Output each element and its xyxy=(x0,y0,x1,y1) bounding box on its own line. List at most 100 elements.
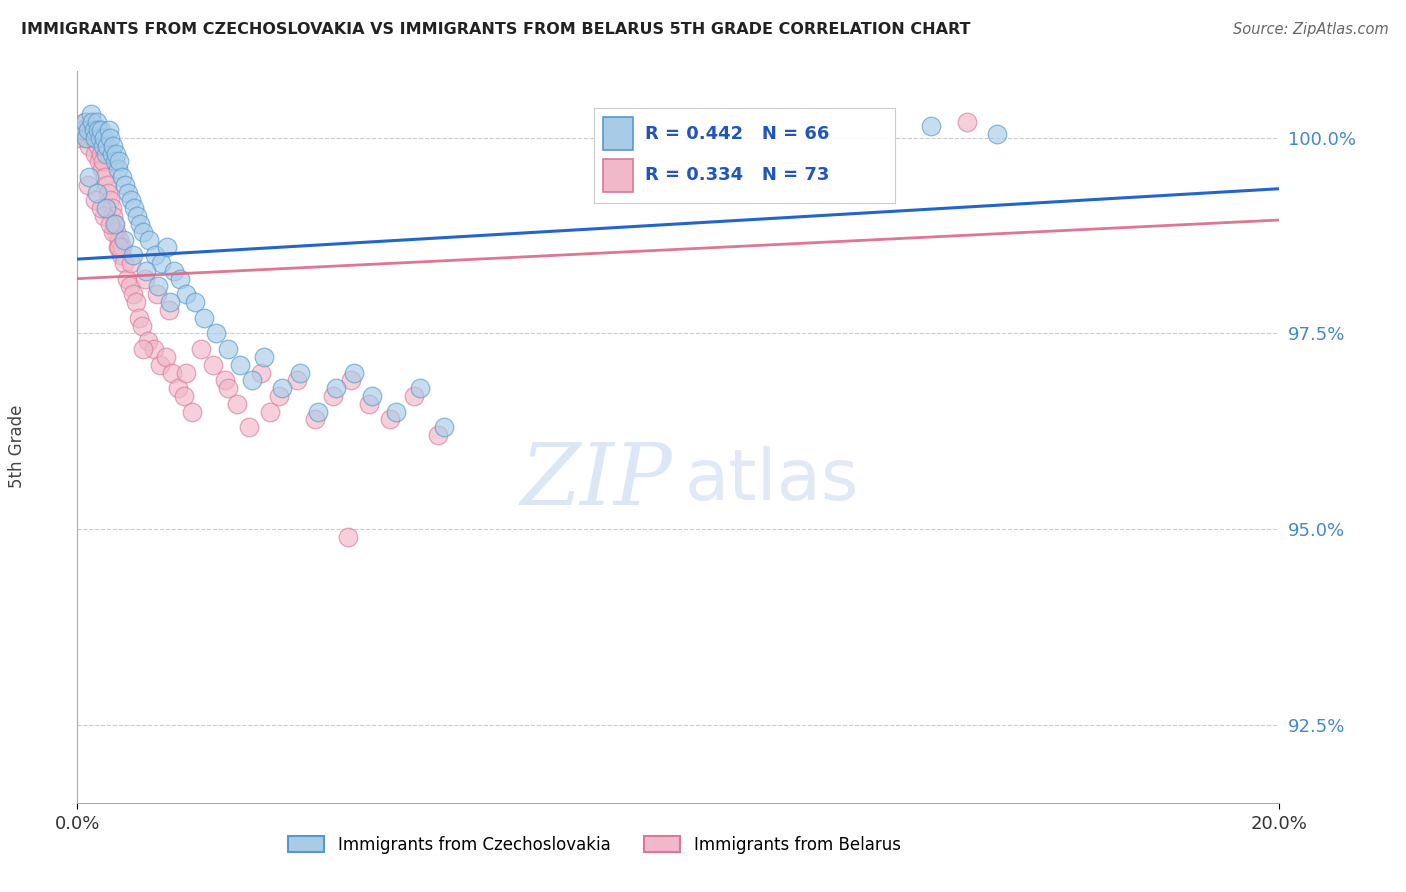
Point xyxy=(87,138,110,153)
Point xyxy=(249,366,271,380)
Point xyxy=(304,412,326,426)
Point xyxy=(378,412,401,426)
Point xyxy=(136,334,159,349)
Text: R = 0.442   N = 66: R = 0.442 N = 66 xyxy=(645,125,830,143)
Point xyxy=(75,131,97,145)
Text: R = 0.334   N = 73: R = 0.334 N = 73 xyxy=(645,167,830,185)
Point xyxy=(267,389,290,403)
Point xyxy=(84,194,107,208)
Point xyxy=(114,178,136,192)
Point xyxy=(79,169,101,184)
Point xyxy=(134,271,156,285)
Point xyxy=(217,381,239,395)
Point xyxy=(427,428,450,442)
Point xyxy=(72,123,94,137)
Point xyxy=(204,326,226,341)
Point xyxy=(156,240,179,254)
Point xyxy=(343,366,366,380)
Point xyxy=(84,131,107,145)
Point xyxy=(83,123,105,137)
Point xyxy=(87,154,110,169)
Point xyxy=(135,264,157,278)
Point xyxy=(155,350,177,364)
Point xyxy=(167,381,190,395)
Point xyxy=(103,138,125,153)
Point xyxy=(307,404,329,418)
Point xyxy=(75,115,97,129)
Point xyxy=(259,404,281,418)
Point xyxy=(79,138,101,153)
Point xyxy=(409,381,432,395)
Point xyxy=(77,178,100,192)
Point xyxy=(322,389,344,403)
Point xyxy=(73,115,96,129)
Text: Source: ZipAtlas.com: Source: ZipAtlas.com xyxy=(1233,22,1389,37)
Point xyxy=(124,201,146,215)
Point xyxy=(110,248,132,262)
Point xyxy=(986,127,1008,141)
Point xyxy=(148,279,170,293)
Point xyxy=(83,146,105,161)
Point xyxy=(103,225,125,239)
Point xyxy=(112,233,135,247)
Point xyxy=(105,146,128,161)
Point xyxy=(124,295,146,310)
Point xyxy=(174,287,197,301)
Point xyxy=(86,115,108,129)
Point xyxy=(101,146,124,161)
Point xyxy=(253,350,276,364)
Point xyxy=(920,119,942,133)
Point xyxy=(120,256,142,270)
Point xyxy=(89,131,111,145)
Point xyxy=(100,131,122,145)
Point xyxy=(96,146,118,161)
Point xyxy=(285,373,308,387)
Point xyxy=(98,194,121,208)
Point xyxy=(104,225,127,239)
Point xyxy=(94,169,117,184)
Point xyxy=(93,209,115,223)
Point xyxy=(108,154,131,169)
Point xyxy=(104,154,127,169)
Point xyxy=(108,240,131,254)
Text: atlas: atlas xyxy=(685,447,859,516)
Point xyxy=(93,131,115,145)
Point xyxy=(162,264,184,278)
Point xyxy=(82,115,104,129)
Point xyxy=(201,358,224,372)
Point xyxy=(90,201,112,215)
Point xyxy=(159,295,181,310)
Point xyxy=(80,123,103,137)
Point xyxy=(107,240,129,254)
Point xyxy=(97,123,120,137)
Point xyxy=(90,123,112,137)
Point xyxy=(180,404,202,418)
Point xyxy=(84,131,107,145)
Point xyxy=(96,138,118,153)
FancyBboxPatch shape xyxy=(603,118,633,150)
Point xyxy=(86,186,108,200)
FancyBboxPatch shape xyxy=(603,160,633,192)
Point xyxy=(129,217,152,231)
Point xyxy=(77,123,100,137)
Point xyxy=(385,404,408,418)
Point xyxy=(120,194,142,208)
Point xyxy=(127,209,149,223)
Point xyxy=(150,256,173,270)
Point xyxy=(111,169,134,184)
Point xyxy=(360,389,382,403)
Point xyxy=(190,342,212,356)
Point xyxy=(214,373,236,387)
Point xyxy=(100,217,122,231)
Point xyxy=(121,248,143,262)
Legend: Immigrants from Czechoslovakia, Immigrants from Belarus: Immigrants from Czechoslovakia, Immigran… xyxy=(281,829,907,860)
Point xyxy=(107,162,129,177)
Point xyxy=(238,420,260,434)
Text: ZIP: ZIP xyxy=(520,440,672,523)
Point xyxy=(103,217,125,231)
Point xyxy=(145,248,167,262)
Point xyxy=(157,302,180,317)
Point xyxy=(173,389,195,403)
Point xyxy=(956,115,979,129)
Point xyxy=(70,131,93,145)
